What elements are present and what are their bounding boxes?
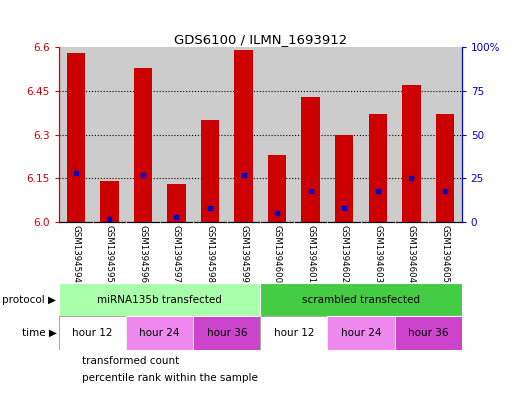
Text: GSM1394599: GSM1394599 (239, 225, 248, 283)
Bar (361, 47, 394, 222)
Bar (394, 47, 428, 222)
Bar (294, 47, 327, 222)
Bar (260, 316, 327, 350)
Bar (134, 68, 152, 222)
Bar (193, 316, 260, 350)
Bar (302, 97, 320, 222)
Bar (100, 181, 119, 222)
Bar (59, 316, 126, 350)
Text: GSM1394603: GSM1394603 (373, 225, 382, 283)
Bar (327, 47, 361, 222)
Bar (260, 283, 462, 316)
Text: GSM1394605: GSM1394605 (441, 225, 449, 283)
Bar (335, 134, 353, 222)
Text: GSM1394597: GSM1394597 (172, 225, 181, 283)
Text: hour 36: hour 36 (408, 328, 448, 338)
Bar (167, 184, 186, 222)
Bar (160, 47, 193, 222)
Bar (436, 114, 454, 222)
Text: GSM1394598: GSM1394598 (206, 225, 214, 283)
Text: time ▶: time ▶ (22, 328, 56, 338)
Text: GSM1394604: GSM1394604 (407, 225, 416, 283)
Text: GSM1394596: GSM1394596 (139, 225, 147, 283)
Bar (428, 47, 462, 222)
Text: hour 24: hour 24 (140, 328, 180, 338)
Text: GSM1394600: GSM1394600 (272, 225, 282, 283)
Bar (59, 283, 260, 316)
Bar (260, 47, 294, 222)
Bar (126, 316, 193, 350)
Bar (394, 316, 462, 350)
Text: GSM1394602: GSM1394602 (340, 225, 349, 283)
Bar (193, 47, 227, 222)
Bar (227, 47, 260, 222)
Text: transformed count: transformed count (82, 356, 180, 366)
Bar (368, 114, 387, 222)
Bar (92, 47, 126, 222)
Text: scrambled transfected: scrambled transfected (302, 295, 420, 305)
Text: GSM1394595: GSM1394595 (105, 225, 114, 283)
Bar (201, 120, 219, 222)
Text: hour 12: hour 12 (72, 328, 113, 338)
Text: GSM1394594: GSM1394594 (71, 225, 80, 283)
Text: GSM1394601: GSM1394601 (306, 225, 315, 283)
Text: percentile rank within the sample: percentile rank within the sample (82, 373, 258, 383)
Text: hour 36: hour 36 (207, 328, 247, 338)
Text: hour 24: hour 24 (341, 328, 381, 338)
Bar (126, 47, 160, 222)
Text: hour 12: hour 12 (273, 328, 314, 338)
Text: protocol ▶: protocol ▶ (3, 295, 56, 305)
Bar (327, 316, 394, 350)
Bar (402, 85, 421, 222)
Title: GDS6100 / ILMN_1693912: GDS6100 / ILMN_1693912 (174, 33, 347, 46)
Bar (67, 53, 85, 222)
Bar (59, 47, 92, 222)
Bar (234, 50, 253, 222)
Bar (268, 155, 286, 222)
Text: miRNA135b transfected: miRNA135b transfected (97, 295, 222, 305)
